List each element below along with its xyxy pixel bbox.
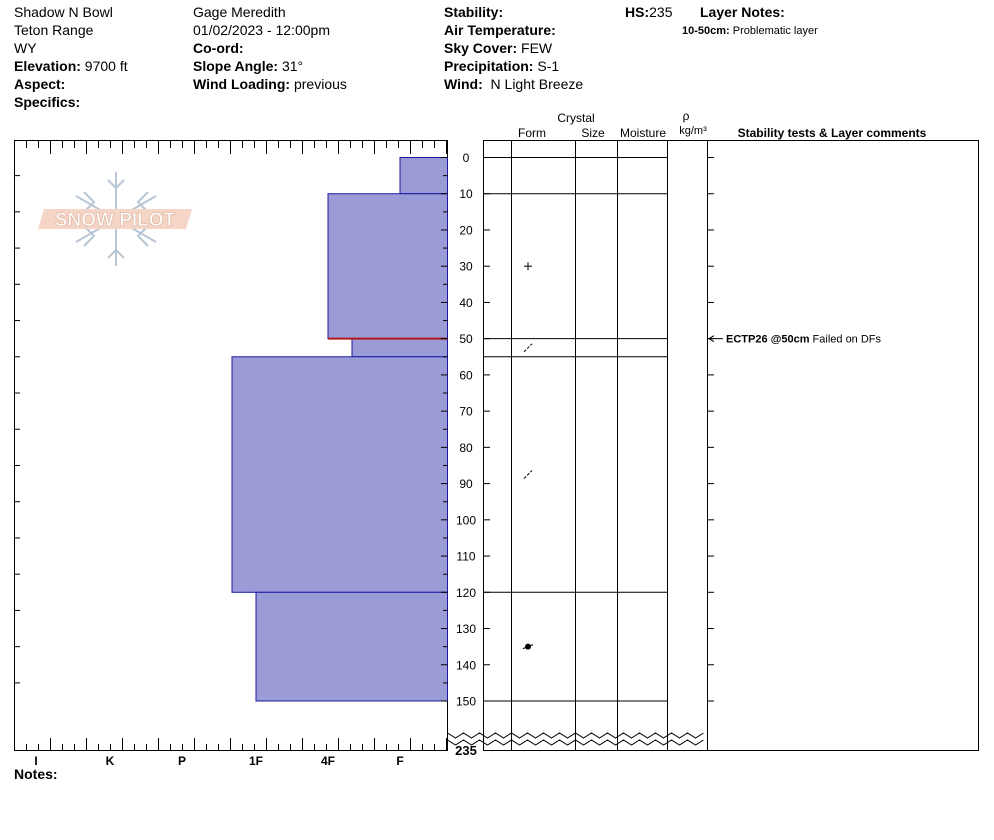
layer-notes-label: Layer Notes: bbox=[700, 4, 785, 20]
depth-label-100: 100 bbox=[456, 513, 476, 527]
header-precip: Precipitation: S-1 bbox=[444, 57, 559, 75]
header-range: Teton Range bbox=[14, 22, 94, 38]
hardness-layers bbox=[231, 157, 448, 702]
header-air-temp: Air Temperature: bbox=[444, 21, 556, 39]
hardness-bar-4 bbox=[255, 591, 448, 702]
precip-label: Precipitation: bbox=[444, 58, 534, 74]
wind-loading-label: Wind Loading: bbox=[193, 76, 291, 92]
slope-value: 31° bbox=[281, 58, 304, 74]
stability-tests: ECTP26 @50cm Failed on DFs bbox=[708, 334, 882, 346]
depth-label-40: 40 bbox=[459, 296, 473, 310]
header-location: Shadow N Bowl bbox=[14, 4, 113, 20]
hardness-bar-0 bbox=[399, 157, 448, 195]
depth-label-total: 235 bbox=[455, 743, 477, 758]
test-arrow-head-0 bbox=[708, 335, 715, 343]
header-observer: Gage Meredith bbox=[193, 4, 286, 20]
depth-label-150: 150 bbox=[456, 694, 476, 708]
header-coord: Co-ord: bbox=[193, 39, 244, 57]
logo-text: SNOW PILOT bbox=[55, 210, 176, 231]
header-aspect: Aspect: bbox=[14, 75, 65, 93]
col-rho-header: ρ bbox=[683, 109, 690, 123]
header-datetime: 01/02/2023 - 12:00pm bbox=[193, 22, 330, 38]
elevation-value: 9700 ft bbox=[84, 58, 128, 74]
layer-table-grid bbox=[447, 140, 708, 751]
col-crystal-header: Crystal bbox=[557, 111, 594, 125]
depth-label-80: 80 bbox=[459, 441, 473, 455]
header-layer-notes: Layer Notes: bbox=[700, 3, 785, 21]
hardness-bar-3 bbox=[231, 356, 448, 593]
col-density-unit: kg/m³ bbox=[679, 125, 707, 137]
hardness-bar-2 bbox=[351, 338, 448, 358]
header-hs: HS:235 bbox=[625, 3, 672, 21]
wind-value: N Light Breeze bbox=[490, 76, 584, 92]
depth-label-130: 130 bbox=[456, 622, 476, 636]
form-symbol-slash-3 bbox=[523, 470, 533, 479]
wind-loading-value: previous bbox=[293, 76, 347, 92]
depth-label-50: 50 bbox=[459, 332, 473, 346]
test-code: ECTP26 @50cm bbox=[726, 334, 813, 346]
depth-label-110: 110 bbox=[456, 550, 475, 564]
elevation-label: Elevation: bbox=[14, 58, 81, 74]
snowpilot-logo: SNOW PILOT bbox=[38, 172, 192, 266]
col-form-header: Form bbox=[518, 126, 546, 140]
header-state: WY bbox=[14, 40, 37, 56]
depth-label-10: 10 bbox=[459, 187, 473, 201]
depth-label-20: 20 bbox=[459, 223, 473, 237]
stability-label: Stability: bbox=[444, 4, 504, 20]
col-size-header: Size bbox=[581, 126, 605, 140]
depth-label-0: 0 bbox=[463, 151, 470, 165]
test-comment: Failed on DFs bbox=[813, 334, 882, 346]
layer-note-text: Problematic layer bbox=[732, 25, 818, 37]
depth-label-70: 70 bbox=[459, 405, 473, 419]
depth-break-zigzag bbox=[447, 739, 704, 746]
wind-label: Wind: bbox=[444, 76, 483, 92]
form-symbol-slash-2 bbox=[523, 343, 533, 353]
slope-label: Slope Angle: bbox=[193, 58, 279, 74]
sky-label: Sky Cover: bbox=[444, 40, 518, 56]
header-wind: Wind: N Light Breeze bbox=[444, 75, 583, 93]
coord-label: Co-ord: bbox=[193, 40, 244, 56]
aspect-label: Aspect: bbox=[14, 76, 66, 92]
hardness-label-I: I bbox=[34, 754, 37, 768]
hardness-label-K: K bbox=[106, 754, 115, 768]
test-label-0: ECTP26 @50cm Failed on DFs bbox=[726, 334, 882, 346]
col-moisture-header: Moisture bbox=[620, 126, 666, 140]
depth-label-30: 30 bbox=[459, 260, 473, 274]
hardness-ticks: I K P 1F 4F F bbox=[14, 140, 447, 768]
depth-axis: 0 10 20 30 40 50 60 70 80 90 100 110 120 130 140 150 235 bbox=[14, 151, 714, 758]
form-symbol-round-4 bbox=[522, 644, 534, 650]
col-stability-header: Stability tests & Layer comments bbox=[738, 126, 927, 140]
depth-label-90: 90 bbox=[459, 477, 473, 491]
air-temp-label: Air Temperature: bbox=[444, 22, 556, 38]
hardness-label-P: P bbox=[178, 754, 186, 768]
notes-label: Notes: bbox=[14, 766, 58, 782]
header-elevation: Elevation: 9700 ft bbox=[14, 57, 128, 75]
logo-banner bbox=[38, 209, 192, 229]
hardness-bar-1 bbox=[327, 193, 448, 340]
hs-value: 235 bbox=[649, 4, 673, 20]
specifics-label: Specifics: bbox=[14, 94, 81, 110]
layer-table-frame bbox=[483, 140, 979, 751]
header-sky: Sky Cover: FEW bbox=[444, 39, 552, 57]
depth-label-140: 140 bbox=[456, 658, 476, 672]
header-stability: Stability: bbox=[444, 3, 503, 21]
notes: Notes: bbox=[14, 765, 58, 783]
header-slope: Slope Angle: 31° bbox=[193, 57, 303, 75]
hardness-label-1F: 1F bbox=[249, 754, 263, 768]
header-wind-loading: Wind Loading: previous bbox=[193, 75, 347, 93]
depth-label-120: 120 bbox=[456, 586, 476, 600]
crystal-form-symbols bbox=[522, 262, 534, 650]
layer-note-entry: 10-50cm: Problematic layer bbox=[682, 22, 818, 40]
header-specifics: Specifics: bbox=[14, 93, 80, 111]
depth-label-60: 60 bbox=[459, 368, 473, 382]
hardness-label-4F: 4F bbox=[321, 754, 335, 768]
hs-label: HS: bbox=[625, 4, 650, 20]
layer-note-range: 10-50cm: bbox=[682, 25, 730, 37]
depth-break-zigzag bbox=[447, 732, 704, 739]
precip-value: S-1 bbox=[537, 58, 560, 74]
hardness-label-F: F bbox=[396, 754, 403, 768]
sky-value: FEW bbox=[521, 40, 553, 56]
